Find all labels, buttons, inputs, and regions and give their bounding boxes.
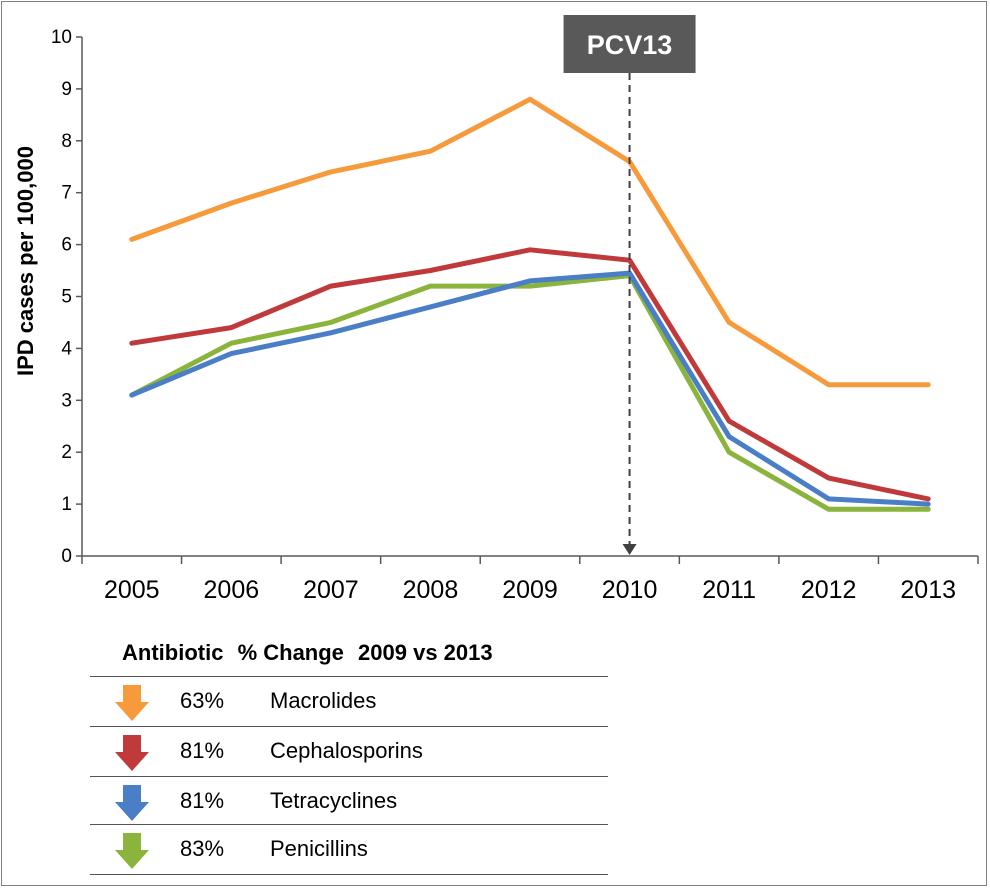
line-chart: 0 1 2 3 4 5 6 7 8 9 10 2005 2006 2007 2008 2009 2010 201… (51, 15, 979, 604)
y-tick-label: 1 (61, 494, 72, 515)
down-arrow-icon (115, 735, 149, 771)
y-tick-label: 4 (61, 338, 72, 359)
series-line-tetracyclines (129, 270, 931, 507)
y-tick-label: 3 (61, 390, 72, 411)
down-arrow-shape (115, 685, 149, 721)
x-tick-label: 2008 (403, 576, 459, 604)
x-tick-label: 2013 (900, 576, 956, 604)
legend-row-macrolides: 63% Macrolides (90, 676, 608, 727)
legend-title-antibiotic: Antibiotic (122, 640, 224, 665)
down-arrow-icon (115, 833, 149, 869)
legend-row-cephalosporins: 81% Cephalosporins (90, 726, 608, 777)
legend-divider (90, 726, 608, 727)
legend-pct: 81% (180, 738, 225, 763)
x-axis: 2005 2006 2007 2008 2009 2010 2011 2012 2013 (81, 555, 979, 604)
legend-title-change: % Change (237, 640, 344, 665)
x-tick-label: 2005 (104, 576, 160, 604)
y-tick-label: 7 (61, 183, 72, 204)
y-tick-label: 0 (61, 546, 72, 567)
legend-divider (90, 776, 608, 777)
legend-pct: 83% (180, 836, 225, 861)
legend-divider (90, 874, 608, 875)
legend-row-tetracyclines: 81% Tetracyclines (90, 776, 608, 827)
legend-name: Penicillins (270, 836, 368, 861)
y-tick-label: 5 (61, 287, 72, 308)
series-line-penicillins (129, 273, 931, 512)
y-tick-label: 10 (51, 27, 72, 48)
down-arrow-shape (115, 735, 149, 771)
annotation-box (563, 15, 696, 73)
legend-title-period: 2009 vs 2013 (358, 640, 493, 665)
y-tick-label: 6 (61, 235, 72, 256)
x-tick-label: 2011 (702, 576, 756, 604)
legend-name: Tetracyclines (270, 788, 398, 813)
x-tick-label: 2009 (502, 576, 558, 604)
x-tick-label: 2012 (801, 576, 857, 604)
series-line-macrolides (129, 96, 931, 388)
annotation-label: PCV13 (587, 30, 673, 60)
x-tick-label: 2007 (303, 576, 359, 604)
down-arrow-icon (115, 785, 149, 821)
annotation-arrowhead (622, 544, 637, 555)
down-arrow-icon (115, 685, 149, 721)
y-tick-label: 2 (61, 442, 72, 463)
down-arrow-shape (115, 785, 149, 821)
y-axis-label: IPD cases per 100,000 (13, 146, 38, 376)
y-axis: 0 1 2 3 4 5 6 7 8 9 10 (51, 27, 83, 567)
legend-pct: 81% (180, 788, 225, 813)
legend-name: Cephalosporins (270, 738, 423, 763)
legend-pct: 63% (180, 688, 225, 713)
legend-title: Antibiotic % Change 2009 vs 2013 (122, 640, 501, 666)
pcv13-annotation: PCV13 (563, 15, 696, 555)
series-line-cephalosporins (129, 247, 931, 502)
down-arrow-shape (115, 833, 149, 869)
x-tick-label: 2010 (602, 576, 658, 604)
legend-name: Macrolides (270, 688, 377, 713)
y-tick-label: 8 (61, 131, 72, 152)
y-tick-label: 9 (61, 79, 72, 100)
x-tick-label: 2006 (204, 576, 260, 604)
legend-divider (90, 676, 608, 677)
legend-divider (90, 824, 608, 825)
series-layer (129, 96, 931, 512)
legend-row-penicillins: 83% Penicillins (90, 824, 608, 875)
